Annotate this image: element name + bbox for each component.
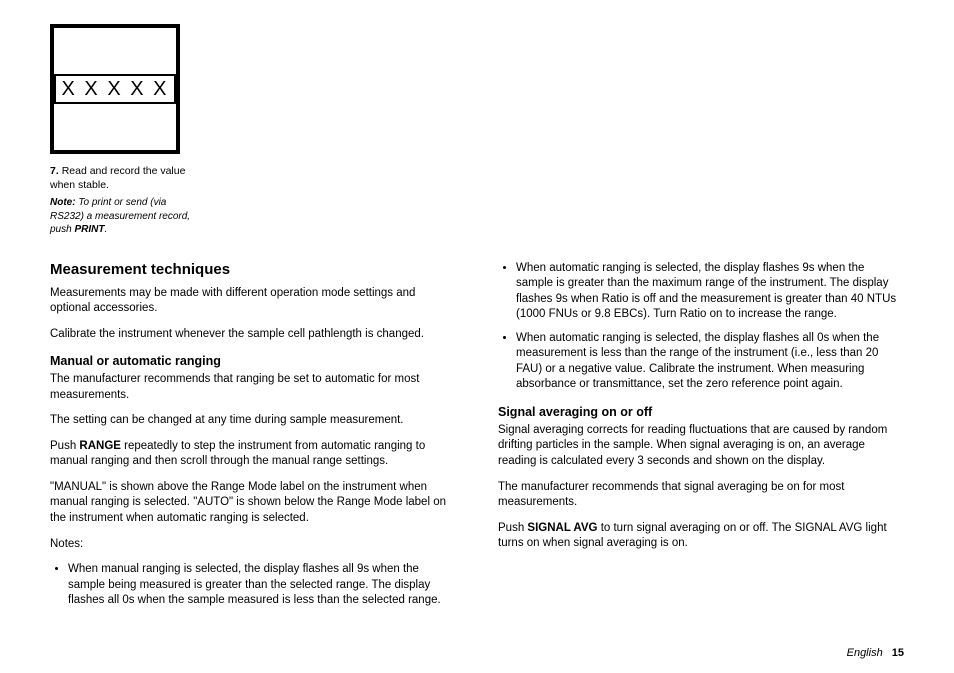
notes-label: Notes: xyxy=(50,537,456,553)
footer-language: English xyxy=(847,647,883,659)
para-intro-1: Measurements may be made with different … xyxy=(50,286,456,317)
footer-page-number: 15 xyxy=(892,647,904,659)
bold-sigavg: SIGNAL AVG xyxy=(527,522,597,534)
step-text: Read and record the value when stable. xyxy=(50,165,185,191)
note-tail: . xyxy=(104,224,107,235)
notes-list-right: When automatic ranging is selected, the … xyxy=(498,261,904,393)
text-before-range: Push xyxy=(50,440,79,452)
subheading-signal-avg: Signal averaging on or off xyxy=(498,405,904,419)
para-manual-auto: "MANUAL" is shown above the Range Mode l… xyxy=(50,480,456,527)
right-column: When automatic ranging is selected, the … xyxy=(498,261,904,619)
note-item-3: When automatic ranging is selected, the … xyxy=(516,331,904,393)
figure-caption: 7. Read and record the value when stable… xyxy=(50,164,200,192)
left-column: Measurement techniques Measurements may … xyxy=(50,261,456,619)
para-sigavg-2: The manufacturer recommends that signal … xyxy=(498,480,904,511)
figure-note: Note: To print or send (via RS232) a mea… xyxy=(50,196,200,237)
page-footer: English 15 xyxy=(847,647,904,659)
para-intro-2: Calibrate the instrument whenever the sa… xyxy=(50,327,456,343)
notes-list-left: When manual ranging is selected, the dis… xyxy=(50,562,456,609)
page: X X X X X 7. Read and record the value w… xyxy=(0,0,954,673)
note-item-2: When automatic ranging is selected, the … xyxy=(516,261,904,323)
para-ranging-push: Push RANGE repeatedly to step the instru… xyxy=(50,439,456,470)
heading-measurement-techniques: Measurement techniques xyxy=(50,261,456,278)
para-sigavg-1: Signal averaging corrects for reading fl… xyxy=(498,423,904,470)
content-columns: Measurement techniques Measurements may … xyxy=(50,261,904,619)
para-sigavg-push: Push SIGNAL AVG to turn signal averaging… xyxy=(498,521,904,552)
subheading-ranging: Manual or automatic ranging xyxy=(50,354,456,368)
para-ranging-2: The setting can be changed at any time d… xyxy=(50,413,456,429)
lcd-display-figure: X X X X X xyxy=(50,24,180,154)
bold-range: RANGE xyxy=(79,440,121,452)
figure-block: X X X X X 7. Read and record the value w… xyxy=(50,24,200,237)
note-print: PRINT xyxy=(74,224,104,235)
note-item-1: When manual ranging is selected, the dis… xyxy=(68,562,456,609)
note-label: Note: xyxy=(50,197,76,208)
para-ranging-1: The manufacturer recommends that ranging… xyxy=(50,372,456,403)
text-before-sigavg: Push xyxy=(498,522,527,534)
step-number: 7. xyxy=(50,165,59,177)
lcd-readout: X X X X X xyxy=(54,74,177,104)
